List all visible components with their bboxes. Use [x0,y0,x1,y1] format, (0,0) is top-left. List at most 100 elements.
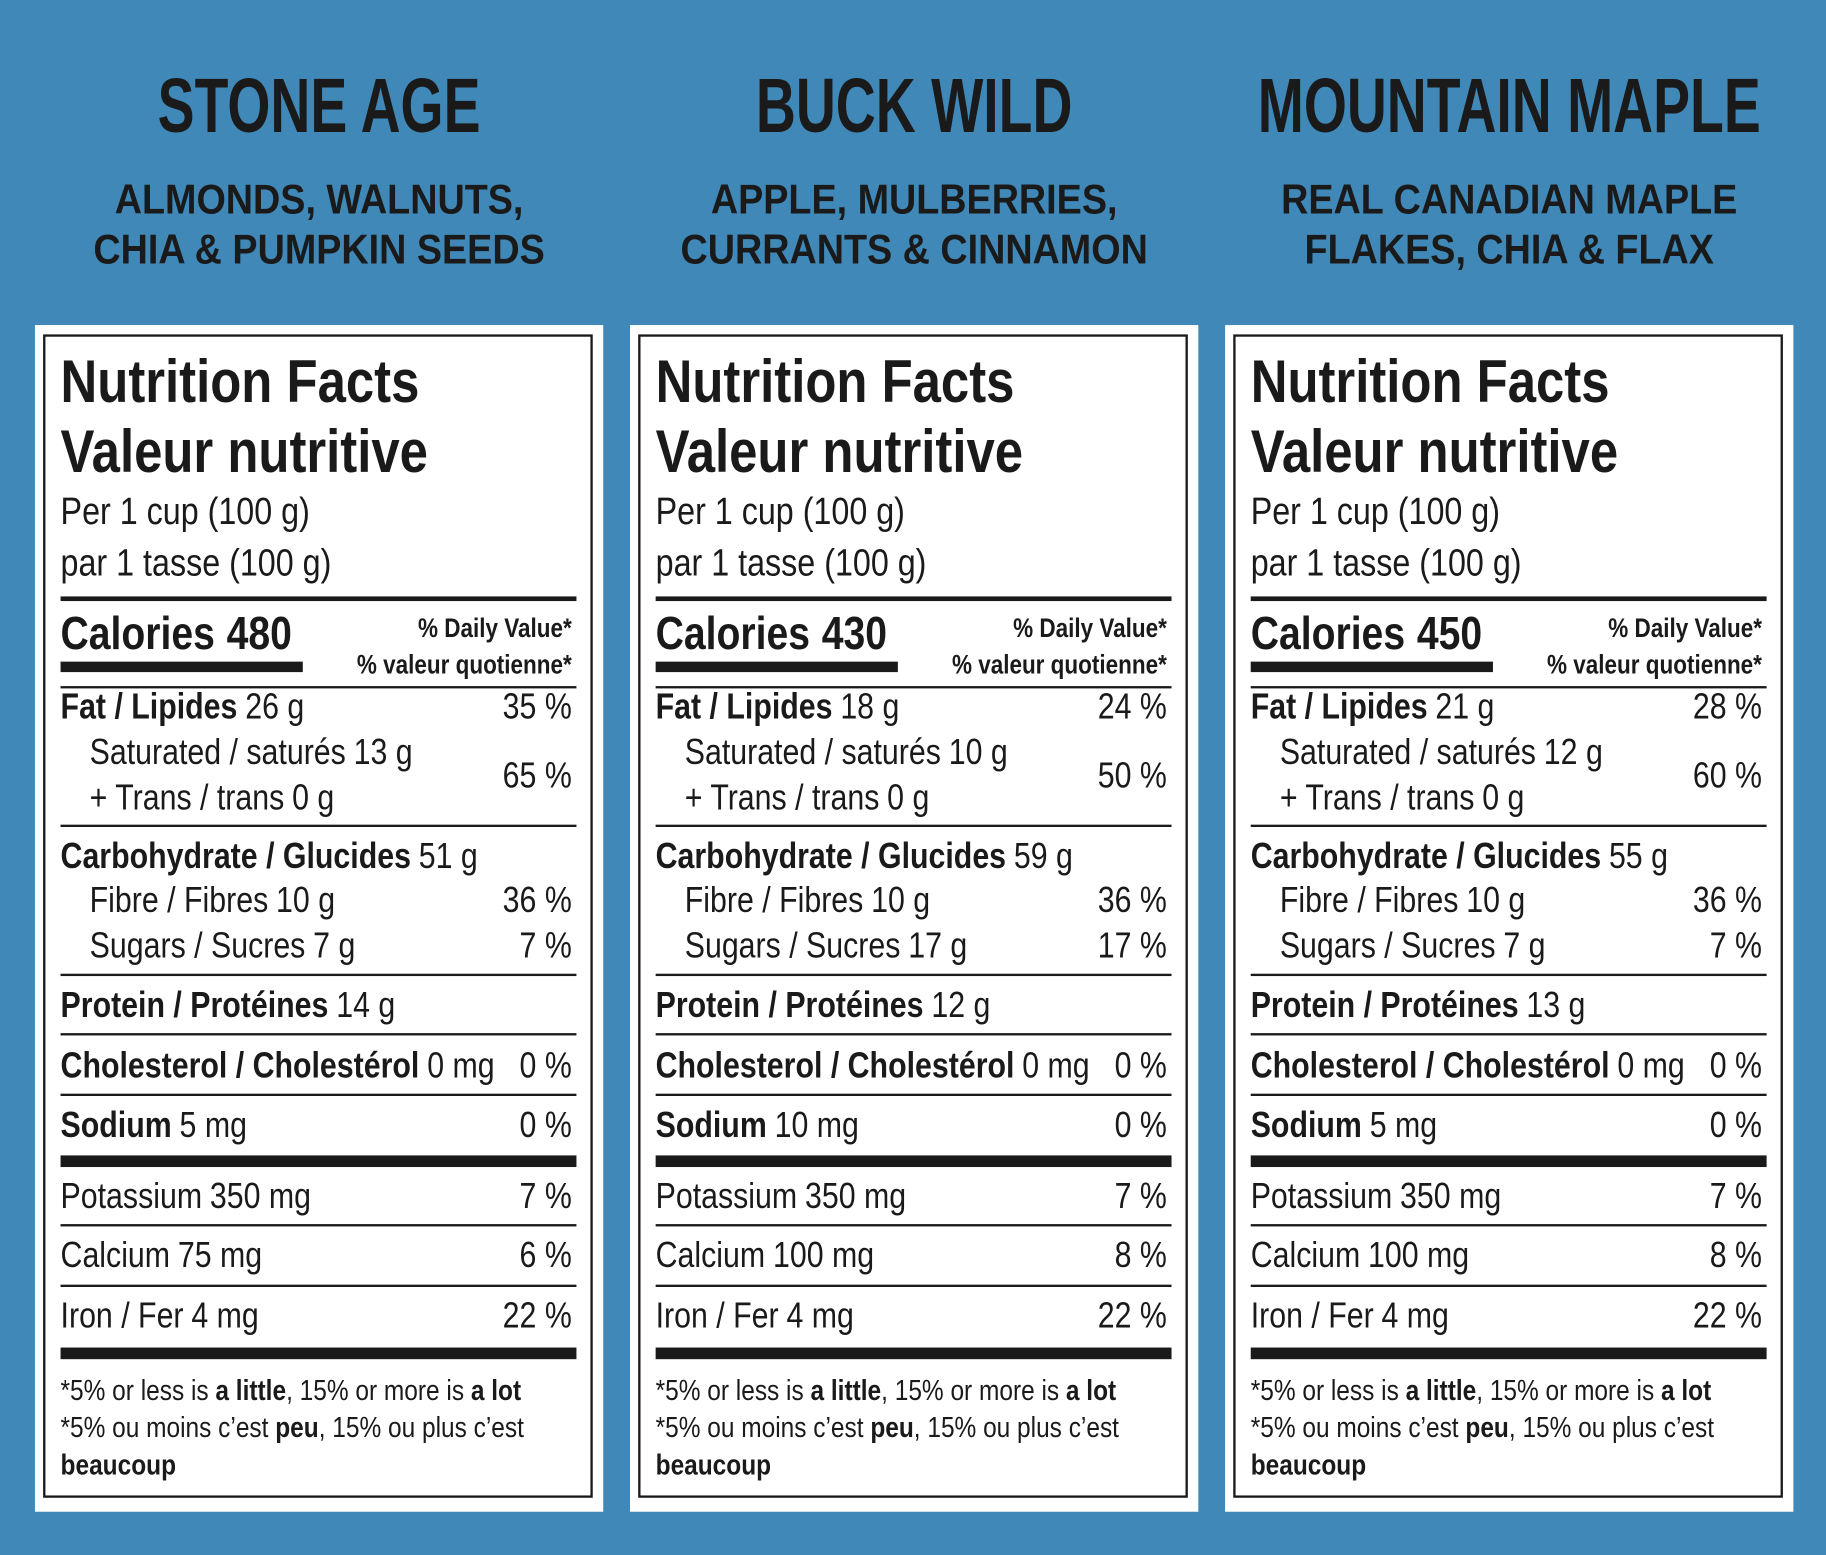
nutrient-row: Fibre / Fibres 10 g [1280,881,1525,921]
nutrient-row: Saturated / saturés 13 g [90,733,413,773]
nutrient-amount: 0 mg [1022,1046,1089,1086]
daily-value: 60 % [1693,756,1762,796]
nutrient-name: Iron / Fer [61,1296,184,1336]
nutrient-row: Carbohydrate / Glucides 55 g [1251,836,1668,876]
nutrient-name: Fibre / Fibres [1280,881,1459,921]
nutrient-name: Potassium [1251,1176,1393,1216]
nutrient-row: Cholesterol / Cholestérol 0 mg [1251,1046,1685,1086]
footnote-segment: *5% ou moins c’est [1251,1411,1466,1443]
label-title: Valeur nutritive [61,417,428,485]
nutrient-name: + Trans / trans [1280,778,1475,818]
nutrient-name: Iron / Fer [1251,1296,1374,1336]
footnote: *5% ou moins c’est peu, 15% ou plus c’es… [656,1411,1120,1443]
nutrient-amount: 51 g [419,836,478,876]
nutrient-amount: 13 g [354,733,413,773]
daily-value-header: % Daily Value* [418,614,572,643]
product-description: APPLE, MULBERRIES, [711,176,1118,222]
footnote-segment: beaucoup [1251,1448,1366,1480]
nutrient-row: Iron / Fer 4 mg [1251,1296,1449,1336]
rule-heavy [1250,1347,1767,1360]
footnote: beaucoup [1251,1448,1366,1480]
daily-value-header: % valeur quotienne* [952,651,1167,680]
nutrient-name: Sugars / Sucres [1280,926,1496,966]
nutrient-amount: 4 mg [191,1296,258,1336]
nutrient-name: Fibre / Fibres [90,881,269,921]
rule-thin [1250,1093,1767,1097]
serving-size: Per 1 cup (100 g) [1251,490,1500,533]
nutrient-row: Sodium 5 mg [1251,1105,1437,1145]
nutrient-row: Calcium 75 mg [61,1236,263,1276]
footnote-segment: , 15% or more is [1476,1374,1661,1406]
rule-thin [1250,824,1767,827]
nutrient-amount: 350 mg [1400,1176,1501,1216]
nutrient-row: Fat / Lipides 26 g [61,687,305,727]
nutrient-name: Iron / Fer [656,1296,779,1336]
nutrient-row: Protein / Protéines 13 g [1251,985,1586,1025]
calories-label: Calories [1251,608,1405,660]
label-border [1233,334,1783,1498]
footnote: *5% ou moins c’est peu, 15% ou plus c’es… [1251,1411,1715,1443]
rule-heavy [60,1347,577,1360]
calories: Calories 430 [656,608,887,660]
label-title: Nutrition Facts [656,347,1015,415]
nutrient-row: Potassium 350 mg [61,1176,311,1216]
rule-thin [60,686,577,689]
nutrient-name: Sugars / Sucres [90,926,306,966]
rule-thin [655,824,1172,827]
product-description: CHIA & PUMPKIN SEEDS [93,227,544,273]
rule-thin [655,1093,1172,1097]
nutrient-amount: 10 g [276,881,335,921]
nutrient-row: Saturated / saturés 10 g [685,733,1008,773]
nutrient-amount: 75 mg [178,1236,262,1276]
nutrient-row: Carbohydrate / Glucides 59 g [656,836,1073,876]
footnote-segment: a lot [1661,1374,1711,1406]
rule-thin [655,686,1172,689]
nutrient-amount: 13 g [1526,985,1585,1025]
daily-value: 22 % [1693,1296,1762,1336]
product-description: ALMONDS, WALNUTS, [115,176,524,222]
nutrient-amount: 4 mg [1382,1296,1449,1336]
nutrient-row: Fat / Lipides 18 g [656,687,900,727]
product-name: MOUNTAIN MAPLE [1258,63,1761,149]
nutrient-name: Cholesterol / Cholestérol [1251,1046,1610,1086]
nutrient-amount: 350 mg [210,1176,311,1216]
nutrient-row: Calcium 100 mg [656,1236,874,1276]
nutrient-amount: 10 g [949,733,1008,773]
label-title: Valeur nutritive [1251,417,1618,485]
footnote: *5% ou moins c’est peu, 15% ou plus c’es… [61,1411,525,1443]
calories-value: 450 [1417,608,1482,660]
daily-value: 7 % [520,1176,572,1216]
nutrient-name: + Trans / trans [90,778,285,818]
nutrient-name: Saturated / saturés [1280,733,1536,773]
daily-value: 22 % [1098,1296,1167,1336]
daily-value: 7 % [1710,1176,1762,1216]
calories-bar [60,661,303,673]
rule-thin [1250,973,1767,977]
rule-thin [1250,686,1767,689]
nutrient-name: Saturated / saturés [90,733,346,773]
footnote-segment: a little [1406,1374,1477,1406]
daily-value: 8 % [1710,1236,1762,1276]
daily-value-header: % Daily Value* [1013,614,1167,643]
footnote-segment: , 15% ou plus c’est [319,1411,525,1443]
nutrient-name: Protein / Protéines [656,985,924,1025]
rule-thin [60,973,577,977]
footnote-segment: *5% ou moins c’est [656,1411,871,1443]
daily-value-header: % Daily Value* [1608,614,1762,643]
nutrient-name: Calcium [656,1236,766,1276]
calories-label: Calories [61,608,215,660]
rule-heavy [655,1155,1172,1168]
nutrient-row: Sugars / Sucres 7 g [1280,926,1546,966]
rule-thin [1250,1284,1767,1287]
nutrient-name: Carbohydrate / Glucides [1251,836,1601,876]
rule-thick [60,596,577,602]
daily-value: 0 % [1710,1105,1762,1145]
rule-thin [1250,1033,1767,1036]
footnote: *5% or less is a little, 15% or more is … [656,1374,1117,1406]
daily-value: 22 % [503,1296,572,1336]
nutrient-amount: 7 g [313,926,355,966]
label-border [43,334,593,1498]
label-title: Nutrition Facts [1251,347,1610,415]
